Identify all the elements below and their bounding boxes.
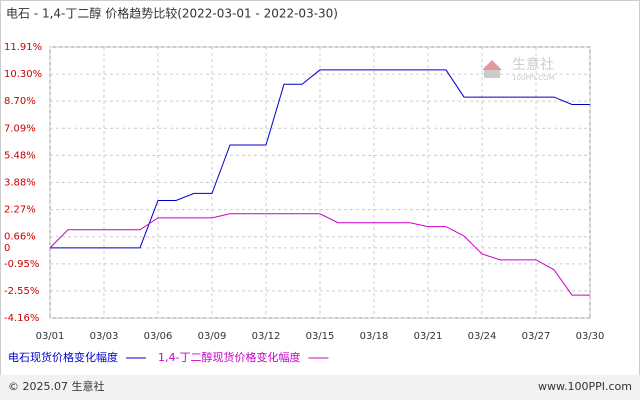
footer-url: www.100PPI.com [538, 380, 632, 393]
watermark-site: 100PPI.COM [512, 74, 555, 82]
y-tick-label: 7.09% [4, 123, 36, 134]
x-tick-label: 03/06 [144, 331, 173, 342]
legend-label: 1,4-丁二醇现货价格变化幅度 [158, 350, 300, 364]
series-line [49, 213, 590, 296]
legend-label: 电石现货价格变化幅度 [8, 350, 118, 364]
footer-copyright: © 2025.07 生意社 [8, 379, 104, 393]
x-tick-label: 03/15 [306, 331, 335, 342]
y-tick-label: 8.70% [4, 96, 36, 107]
x-tick-label: 03/24 [468, 331, 497, 342]
y-tick-label: 5.48% [4, 150, 36, 161]
x-tick-label: 03/27 [522, 331, 551, 342]
x-tick-label: 03/03 [90, 331, 119, 342]
y-tick-label: 0.66% [4, 232, 36, 243]
y-tick-label: -2.55% [4, 286, 39, 297]
watermark-name: 生意社 [512, 56, 554, 73]
x-tick-label: 03/21 [414, 331, 443, 342]
y-tick-label: 2.27% [4, 205, 36, 216]
series-line [50, 69, 590, 249]
y-tick-label: 11.91% [4, 42, 42, 53]
x-tick-label: 03/12 [252, 331, 281, 342]
chart-title: 电石 - 1,4-丁二醇 价格趋势比较(2022-03-01 - 2022-03… [6, 6, 338, 21]
y-tick-label: 3.88% [4, 177, 36, 188]
y-tick-label: 0 [4, 243, 10, 254]
x-tick-label: 03/01 [36, 331, 65, 342]
x-tick-label: 03/18 [360, 331, 389, 342]
footer-bar [0, 375, 640, 400]
y-tick-label: -4.16% [4, 313, 39, 324]
y-tick-label: 10.30% [4, 69, 42, 80]
x-tick-label: 03/30 [576, 331, 605, 342]
watermark: 生意社 100PPI.COM [482, 56, 555, 82]
y-tick-label: -0.95% [4, 259, 39, 270]
x-tick-label: 03/09 [198, 331, 227, 342]
